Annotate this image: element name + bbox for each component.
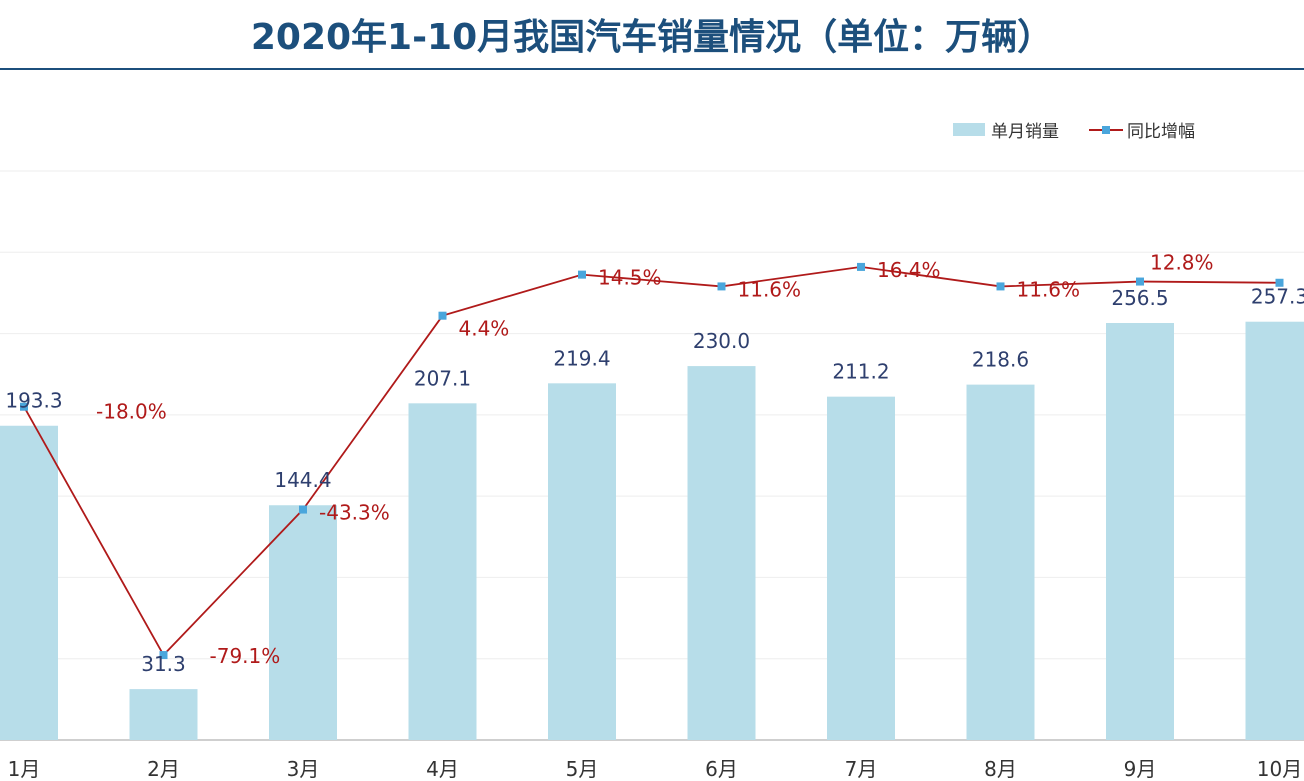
bar	[408, 403, 477, 740]
line-value-label: 11.6%	[738, 277, 802, 301]
bar-value-label: 211.2	[832, 360, 889, 384]
bar	[548, 383, 616, 740]
line-marker	[996, 282, 1005, 291]
legend-bar: 单月销量	[953, 117, 1059, 142]
x-tick-label: 5月	[566, 757, 599, 781]
bar-value-label: 144.4	[274, 468, 331, 492]
bar-value-label: 207.1	[414, 366, 471, 390]
bar-value-label: 230.0	[693, 329, 750, 353]
line-marker	[1136, 277, 1144, 286]
x-tick-label: 3月	[287, 757, 320, 781]
bar	[1245, 321, 1304, 740]
line-marker	[299, 505, 307, 514]
line-series	[23, 266, 1280, 657]
x-tick-label: 7月	[845, 757, 878, 781]
legend-bar-swatch	[953, 123, 985, 136]
bar-value-label: 31.3	[141, 652, 186, 676]
bar	[687, 366, 756, 740]
legend-line: 同比增幅	[1089, 117, 1195, 142]
line-value-label: 12.8%	[1150, 251, 1214, 275]
bar	[269, 505, 337, 740]
line-value-label: -79.1%	[210, 644, 281, 668]
legend-line-swatch	[1089, 125, 1123, 134]
bar-value-label: 256.5	[1111, 286, 1168, 310]
bar	[827, 396, 895, 740]
x-tick-label: 2月	[147, 757, 180, 781]
bar-value-label: 218.6	[972, 348, 1029, 372]
line-value-label: 16.4%	[877, 258, 941, 282]
line-value-label: 4.4%	[459, 317, 510, 341]
line-marker	[1275, 278, 1284, 287]
line-marker	[159, 651, 168, 660]
x-tick-label: 9月	[1124, 757, 1157, 781]
x-tick-label: 1月	[8, 757, 41, 781]
bar-value-label: 219.4	[553, 346, 610, 370]
x-tick-label: 8月	[984, 757, 1017, 781]
x-tick-label: 10月	[1257, 757, 1302, 781]
bar	[1106, 323, 1174, 740]
line-value-label: 14.5%	[598, 266, 662, 290]
title-divider	[0, 68, 1304, 70]
line-value-label: 11.6%	[1017, 277, 1081, 301]
line-marker	[717, 282, 726, 291]
legend-bar-label: 单月销量	[991, 122, 1059, 142]
line-marker	[578, 270, 586, 279]
bar-value-label: 257.3	[1251, 285, 1304, 309]
legend-line-label: 同比增幅	[1127, 122, 1195, 142]
bar	[966, 384, 1035, 740]
bar	[129, 689, 198, 740]
bar-value-label: 193.3	[5, 389, 62, 413]
x-tick-label: 4月	[426, 757, 459, 781]
line-marker	[438, 311, 447, 320]
line-value-label: -43.3%	[319, 501, 390, 525]
bar	[0, 425, 58, 740]
line-marker	[857, 262, 865, 271]
line-value-label: -18.0%	[96, 400, 167, 424]
x-tick-label: 6月	[705, 757, 738, 781]
chart-title: 2020年1-10月我国汽车销量情况（单位：万辆）	[250, 17, 1054, 58]
line-marker	[20, 402, 28, 411]
